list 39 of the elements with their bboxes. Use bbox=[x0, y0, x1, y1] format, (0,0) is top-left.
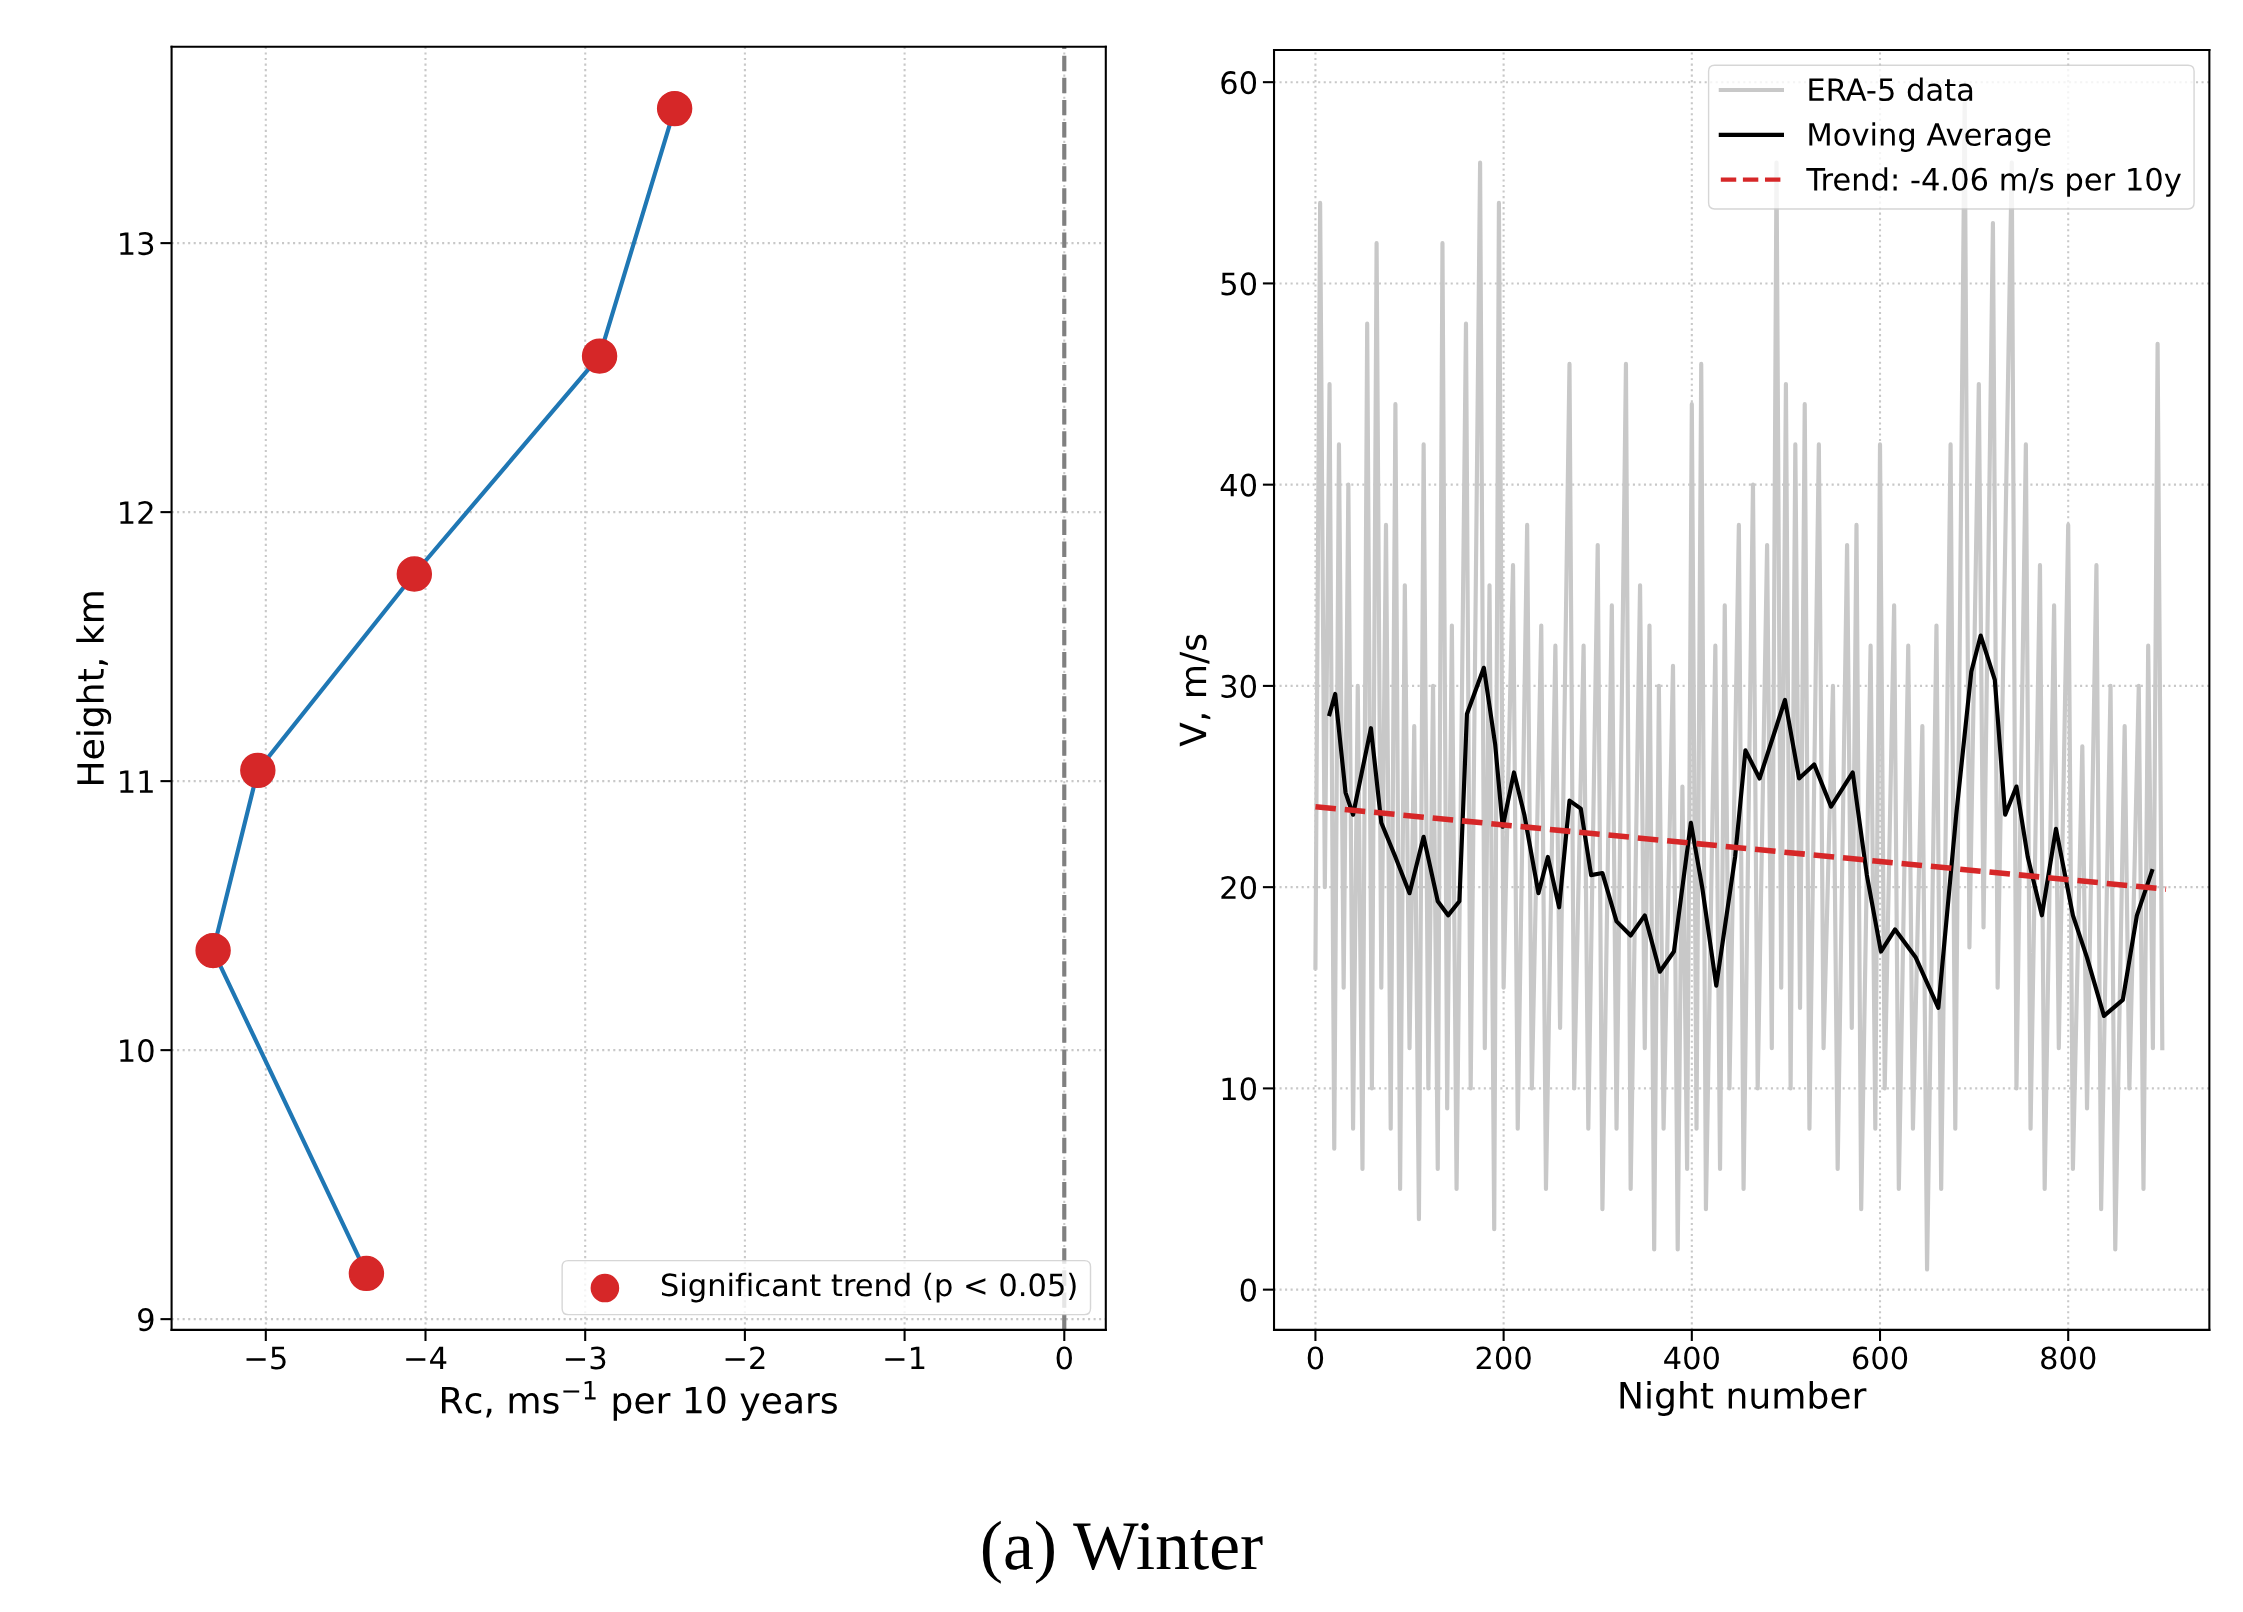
point bbox=[581, 338, 618, 374]
y-tick-label: 20 bbox=[1221, 876, 1257, 900]
y-tick-label: 11 bbox=[120, 770, 153, 793]
y-tick-label: 9 bbox=[138, 1308, 154, 1332]
x-tick-label: −5 bbox=[246, 1346, 286, 1370]
x-tick-label: −2 bbox=[725, 1346, 765, 1370]
x-tick-label: 0 bbox=[1056, 1346, 1072, 1370]
legend-label: Moving Average bbox=[1809, 122, 2051, 152]
y-axis-title: Height, km bbox=[76, 592, 112, 784]
point bbox=[656, 90, 693, 127]
x-tick-label: 200 bbox=[1476, 1346, 1531, 1370]
y-tick-label: 10 bbox=[120, 1039, 154, 1063]
x-tick-label: −4 bbox=[406, 1346, 447, 1370]
point bbox=[348, 1255, 385, 1292]
point bbox=[396, 556, 433, 592]
x-axis-title: Night number bbox=[1620, 1381, 1867, 1416]
x-tick-label: 600 bbox=[1852, 1346, 1908, 1370]
text: (a) Winter bbox=[982, 1520, 1263, 1584]
x-tick-label: 800 bbox=[2041, 1346, 2096, 1370]
x-tick-label: 0 bbox=[1307, 1346, 1324, 1370]
y-tick-label: 50 bbox=[1221, 272, 1257, 296]
y-tick-label: 13 bbox=[120, 232, 154, 256]
point bbox=[195, 932, 231, 969]
y-tick-label: 12 bbox=[120, 501, 153, 524]
x-axis-title: Rc, ms$^{−1}$ per 10 years bbox=[442, 1381, 837, 1421]
y-tick-label: 40 bbox=[1220, 473, 1257, 497]
x-tick-label: −3 bbox=[565, 1346, 606, 1370]
y-tick-label: 10 bbox=[1222, 1077, 1257, 1101]
y-tick-label: 30 bbox=[1221, 674, 1257, 698]
y-tick-label: 0 bbox=[1240, 1278, 1257, 1302]
x-tick-label: −1 bbox=[885, 1346, 925, 1370]
y-axis-title: V, m/s bbox=[1179, 634, 1211, 747]
legend-label: Significant trend (p < 0.05) bbox=[661, 1272, 1076, 1303]
line-series bbox=[1327, 633, 2155, 1019]
y-tick-label: 60 bbox=[1221, 71, 1257, 95]
point bbox=[240, 752, 276, 789]
legend-label: Trend: -4.06 m/s per 10y bbox=[1806, 167, 2181, 197]
legend-label: ERA-5 data bbox=[1809, 77, 1973, 102]
x-tick-label: 400 bbox=[1664, 1346, 1719, 1370]
